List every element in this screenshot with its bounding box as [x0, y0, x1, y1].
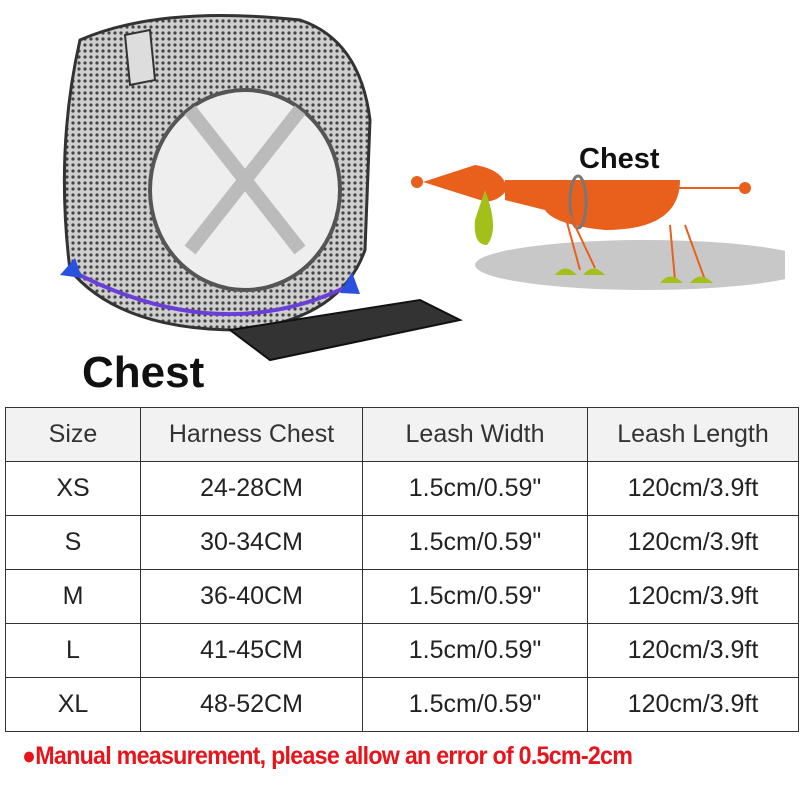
size-table: Size Harness Chest Leash Width Leash Len…	[5, 407, 799, 732]
table-row: L 41-45CM 1.5cm/0.59" 120cm/3.9ft	[5, 623, 799, 678]
cell-size: S	[5, 515, 141, 570]
cell-size: XL	[5, 677, 141, 732]
cell-harness-chest: 24-28CM	[140, 461, 363, 516]
cell-leash-length: 120cm/3.9ft	[587, 515, 799, 570]
cell-harness-chest: 30-34CM	[140, 515, 363, 570]
cell-leash-length: 120cm/3.9ft	[587, 677, 799, 732]
cell-size: L	[5, 623, 141, 678]
cell-harness-chest: 36-40CM	[140, 569, 363, 624]
cell-harness-chest: 48-52CM	[140, 677, 363, 732]
cell-leash-width: 1.5cm/0.59"	[362, 515, 588, 570]
dog-measurement-diagram	[411, 165, 785, 290]
cell-leash-width: 1.5cm/0.59"	[362, 569, 588, 624]
measurement-note: ●Manual measurement, please allow an err…	[22, 742, 633, 770]
cell-leash-width: 1.5cm/0.59"	[362, 623, 588, 678]
table-header-row: Size Harness Chest Leash Width Leash Len…	[5, 407, 799, 462]
table-row: XL 48-52CM 1.5cm/0.59" 120cm/3.9ft	[5, 677, 799, 732]
header-leash-length: Leash Length	[587, 407, 799, 462]
cell-size: M	[5, 569, 141, 624]
harness-chest-label: Chest	[82, 348, 205, 397]
cell-harness-chest: 41-45CM	[140, 623, 363, 678]
table-row: S 30-34CM 1.5cm/0.59" 120cm/3.9ft	[5, 515, 799, 570]
cell-size: XS	[5, 461, 141, 516]
paw-badge-icon	[123, 28, 157, 87]
cell-leash-length: 120cm/3.9ft	[587, 569, 799, 624]
header-harness-chest: Harness Chest	[140, 407, 363, 462]
header-leash-width: Leash Width	[362, 407, 588, 462]
cell-leash-width: 1.5cm/0.59"	[362, 677, 588, 732]
cell-leash-length: 120cm/3.9ft	[587, 461, 799, 516]
measure-arrow-icon	[69, 268, 351, 317]
harness-image	[60, 14, 464, 362]
leash	[227, 298, 464, 362]
cell-leash-length: 120cm/3.9ft	[587, 623, 799, 678]
table-row: XS 24-28CM 1.5cm/0.59" 120cm/3.9ft	[5, 461, 799, 516]
cell-leash-width: 1.5cm/0.59"	[362, 461, 588, 516]
dog-chest-label: Chest	[579, 143, 660, 175]
table-row: M 36-40CM 1.5cm/0.59" 120cm/3.9ft	[5, 569, 799, 624]
header-size: Size	[5, 407, 141, 462]
